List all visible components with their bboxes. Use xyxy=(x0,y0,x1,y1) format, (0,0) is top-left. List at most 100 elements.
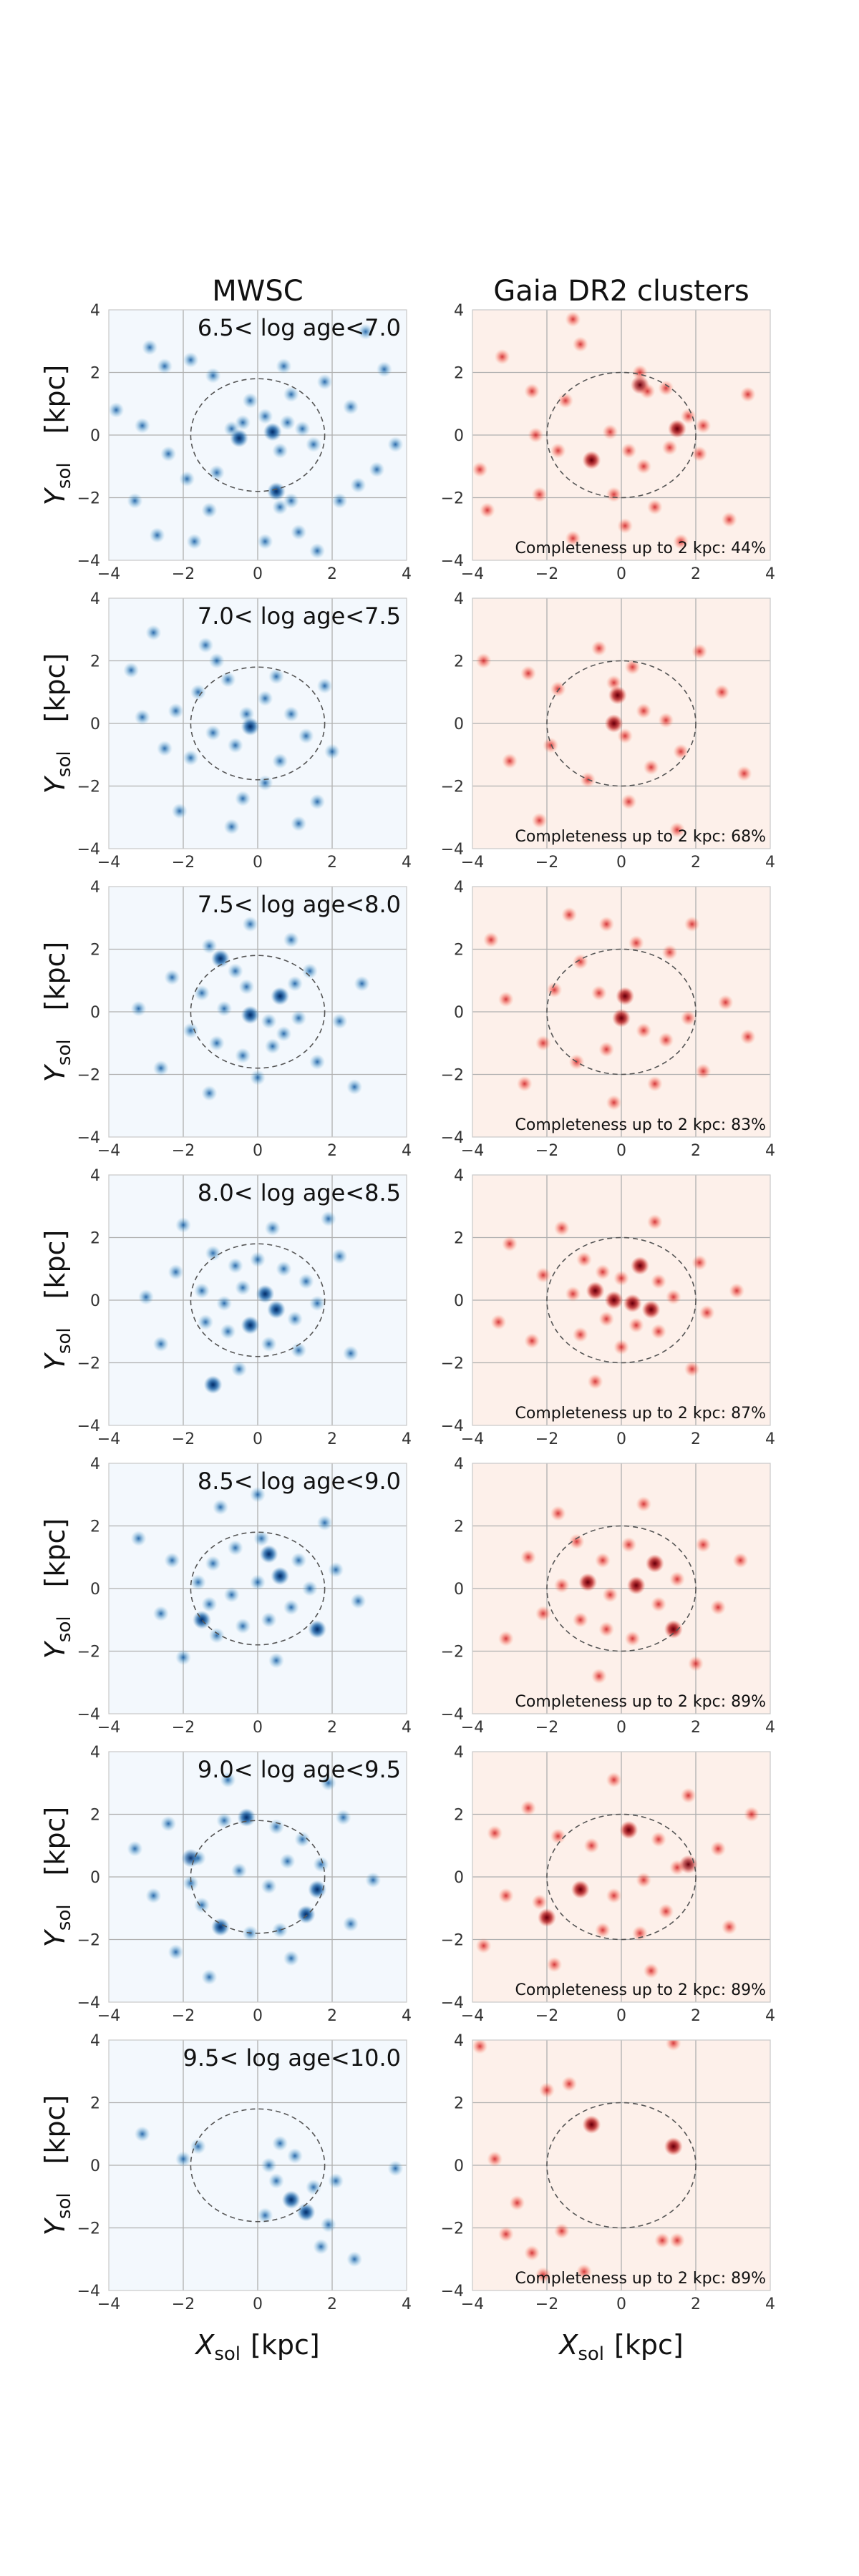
cluster-density-point xyxy=(680,408,697,424)
cluster-density-point xyxy=(646,499,663,515)
distance-circle xyxy=(546,1525,697,1652)
y-tick-label: 4 xyxy=(90,1167,100,1185)
cluster-density-point xyxy=(365,1872,382,1888)
cluster-density-point xyxy=(227,963,243,980)
cluster-density-point xyxy=(669,1571,685,1587)
y-axis-label: Ysol [kpc] xyxy=(39,1807,75,1948)
y-tick-label: −4 xyxy=(441,2283,464,2301)
cluster-density-point xyxy=(502,1236,518,1252)
gaia-panel-5: −4 −2 0 2 4 −4 −2 0 2 4 Completeness up to 2 kpc: … xyxy=(441,1455,775,1737)
plot-frame xyxy=(472,1174,771,1426)
y-axis-symbol: Y xyxy=(39,2217,71,2235)
cluster-density-point xyxy=(684,916,700,932)
y-tick-label: 2 xyxy=(454,942,464,960)
gaia-panel-3: −4 −2 0 2 4 −4 −2 0 2 4 Completeness up to 2 kpc: … xyxy=(441,879,775,1160)
y-tick-label: 4 xyxy=(90,1455,100,1473)
mwsc-panel-7: −4 −2 0 2 4 −4 −2 0 2 4 9.5< log age<10.0 Ysol [kpc] xyxy=(39,2032,412,2313)
cluster-density-point xyxy=(109,402,125,418)
y-tick-label: 0 xyxy=(90,1292,100,1310)
cluster-density-point xyxy=(164,969,180,985)
mwsc-panel-5: −4 −2 0 2 4 −4 −2 0 2 4 8.5< log age<9.0 Ysol [kpc] xyxy=(39,1455,412,1737)
y-tick-label: 0 xyxy=(90,1581,100,1599)
cluster-density-point xyxy=(583,1838,600,1854)
cluster-density-point xyxy=(658,380,674,396)
cluster-density-point xyxy=(142,339,158,356)
cluster-density-point xyxy=(287,2147,303,2164)
mwsc-panel-3: −4 −2 0 2 4 −4 −2 0 2 4 7.5< log age<8.0 Ysol [kpc] xyxy=(39,879,412,1160)
density-peak xyxy=(626,1576,646,1595)
cluster-density-point xyxy=(134,2126,150,2142)
x-tick-label: 4 xyxy=(402,1142,412,1160)
x-tick-label: 0 xyxy=(616,1430,626,1448)
cluster-density-point xyxy=(739,1029,756,1045)
y-tick-label: 0 xyxy=(454,2157,464,2175)
cluster-density-point xyxy=(328,1561,344,1578)
cluster-density-point xyxy=(134,417,150,434)
cluster-density-point xyxy=(201,1969,218,1985)
x-tick-label: 0 xyxy=(253,1719,263,1737)
cluster-density-point xyxy=(621,1536,637,1553)
cluster-density-point xyxy=(291,524,307,540)
cluster-density-point xyxy=(669,2233,685,2248)
cluster-density-point xyxy=(309,1295,326,1312)
age-bin-label: 8.0< log age<8.5 xyxy=(198,1179,401,1206)
cluster-density-point xyxy=(354,975,370,992)
mwsc-panel-6: −4 −2 0 2 4 −4 −2 0 2 4 9.0< log age<9.5 Ysol [kpc] xyxy=(39,1744,412,2025)
y-tick-label: −2 xyxy=(441,1067,464,1085)
cluster-density-point xyxy=(658,1032,674,1048)
cluster-density-point xyxy=(606,1888,622,1904)
cluster-density-point xyxy=(268,668,284,685)
cluster-density-point xyxy=(238,979,255,995)
cluster-density-point xyxy=(691,446,708,462)
age-bin-label: 9.0< log age<9.5 xyxy=(198,1756,401,1783)
density-peak xyxy=(230,429,248,448)
completeness-label: Completeness up to 2 kpc: 89% xyxy=(515,1693,767,1711)
cluster-density-point xyxy=(524,1332,540,1349)
y-axis-label: Ysol [kpc] xyxy=(39,365,75,506)
cluster-density-point xyxy=(283,1950,299,1966)
x-tick-label: 0 xyxy=(616,2007,626,2025)
x-tick-label: −4 xyxy=(97,1719,120,1737)
cluster-density-point xyxy=(739,386,756,403)
cluster-density-point xyxy=(636,1496,652,1512)
y-tick-label: 2 xyxy=(90,365,100,383)
cluster-density-point xyxy=(279,414,296,431)
density-peak xyxy=(271,987,290,1006)
cluster-density-point xyxy=(528,427,544,443)
x-tick-label: 0 xyxy=(616,1719,626,1737)
completeness-label: Completeness up to 2 kpc: 89% xyxy=(515,2270,767,2288)
cluster-density-point xyxy=(130,1531,147,1546)
cluster-density-point xyxy=(309,1054,326,1070)
cluster-density-point xyxy=(160,446,177,462)
cluster-density-point xyxy=(220,1323,236,1340)
y-axis-subscript: sol xyxy=(54,1327,75,1354)
age-bin-label: 9.5< log age<10.0 xyxy=(183,2044,402,2072)
cluster-density-point xyxy=(621,794,637,810)
density-peak xyxy=(267,1300,286,1319)
x-tick-label: −2 xyxy=(172,1430,195,1448)
x-tick-label: 0 xyxy=(616,2296,626,2313)
density-peak xyxy=(538,1908,556,1927)
x-tick-label: 0 xyxy=(253,1142,263,1160)
age-bin-label: 6.5< log age<7.0 xyxy=(198,314,401,341)
y-tick-label: −2 xyxy=(441,1644,464,1662)
cluster-density-point xyxy=(543,737,559,753)
cluster-density-point xyxy=(531,812,548,829)
y-tick-label: 0 xyxy=(90,1004,100,1022)
cluster-density-point xyxy=(561,907,578,923)
x-tick-label: −2 xyxy=(172,565,195,583)
completeness-label: Completeness up to 2 kpc: 87% xyxy=(515,1405,767,1423)
cluster-density-point xyxy=(350,1593,367,1609)
y-tick-label: 0 xyxy=(90,716,100,733)
cluster-density-point xyxy=(498,1888,514,1904)
cluster-density-point xyxy=(194,1282,210,1299)
cluster-density-point xyxy=(576,2263,592,2280)
y-axis-unit: [kpc] xyxy=(39,365,71,434)
density-peak xyxy=(181,1848,200,1868)
cluster-density-point xyxy=(205,1556,221,1571)
cluster-density-point xyxy=(183,1875,199,1891)
cluster-density-point xyxy=(335,1809,351,1825)
cluster-density-point xyxy=(220,671,236,688)
density-peak xyxy=(631,1256,649,1275)
